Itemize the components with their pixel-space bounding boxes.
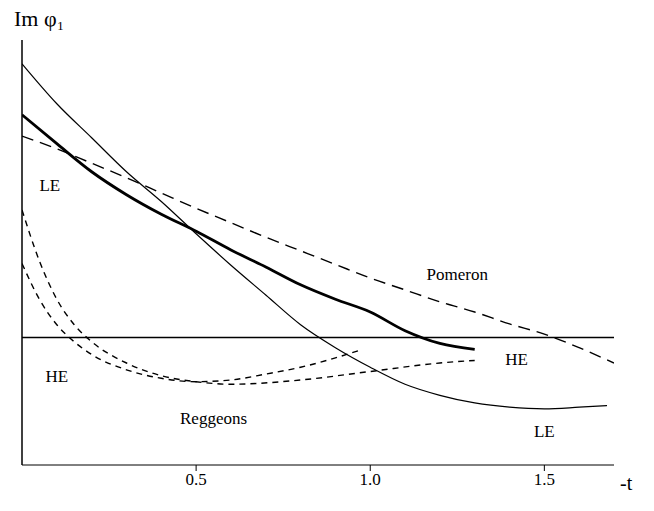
svg-text:1.5: 1.5 bbox=[534, 470, 555, 489]
svg-text:HE: HE bbox=[505, 350, 528, 369]
html-text:Im φ₁: Im φ₁ bbox=[14, 6, 65, 31]
svg-text:LE: LE bbox=[39, 176, 60, 195]
svg-text:-t: -t bbox=[620, 472, 633, 494]
svg-text:LE: LE bbox=[534, 422, 555, 441]
svg-text:HE: HE bbox=[45, 367, 68, 386]
svg-text:1.0: 1.0 bbox=[360, 470, 381, 489]
svg-text:Pomeron: Pomeron bbox=[427, 265, 489, 284]
svg-text:0.5: 0.5 bbox=[185, 470, 206, 489]
svg-text:Reggeons: Reggeons bbox=[180, 409, 247, 428]
